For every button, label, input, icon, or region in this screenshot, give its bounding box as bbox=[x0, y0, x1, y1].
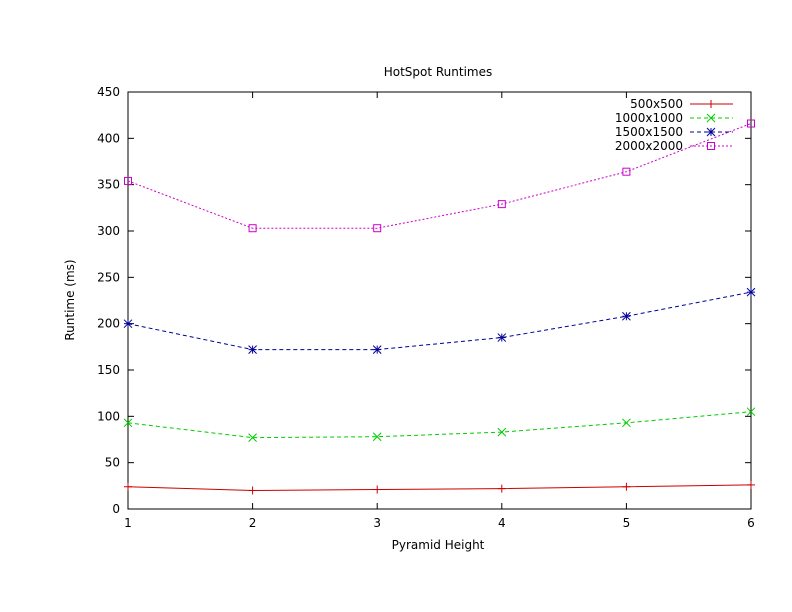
data-point-500x500 bbox=[497, 484, 506, 493]
data-point-1500x1500 bbox=[622, 311, 631, 321]
x-tick-label: 5 bbox=[623, 516, 631, 530]
data-point-500x500 bbox=[373, 485, 382, 494]
x-tick-label: 3 bbox=[373, 516, 381, 530]
series-line-500x500 bbox=[127, 484, 752, 491]
legend-marker-1000x1000 bbox=[706, 113, 716, 123]
legend-label: 500x500 bbox=[630, 97, 683, 111]
data-point-1500x1500 bbox=[123, 319, 133, 329]
y-tick-label: 50 bbox=[105, 456, 120, 470]
data-point-1500x1500 bbox=[372, 345, 382, 354]
data-point-500x500 bbox=[747, 480, 755, 489]
data-point-1000x1000 bbox=[123, 418, 133, 428]
y-tick-label: 150 bbox=[97, 363, 120, 377]
data-point-2000x2000 bbox=[622, 167, 631, 176]
data-point-1500x1500 bbox=[248, 345, 257, 354]
series-line-2000x2000 bbox=[127, 123, 752, 229]
y-axis-label: Runtime (ms) bbox=[63, 259, 77, 340]
y-tick-label: 100 bbox=[97, 409, 120, 423]
y-tick-label: 250 bbox=[97, 270, 120, 284]
legend-marker-500x500 bbox=[707, 100, 715, 108]
legend-marker-1500x1500 bbox=[706, 127, 716, 137]
data-point-1000x1000 bbox=[497, 427, 507, 437]
data-point-1500x1500 bbox=[746, 287, 756, 297]
data-point-2000x2000 bbox=[248, 224, 257, 233]
x-tick-label: 2 bbox=[249, 516, 257, 530]
data-point-1000x1000 bbox=[622, 418, 631, 428]
y-axis: 0 50 100 150 200 250 300 350 400 450 bbox=[97, 85, 751, 516]
series-line-1000x1000 bbox=[127, 411, 752, 439]
data-point-1000x1000 bbox=[372, 432, 382, 442]
legend-label: 1000x1000 bbox=[615, 111, 683, 125]
y-tick-label: 200 bbox=[97, 317, 120, 331]
y-tick-label: 0 bbox=[112, 502, 120, 516]
data-point-2000x2000 bbox=[497, 200, 506, 209]
legend-label: 2000x2000 bbox=[615, 139, 683, 153]
y-tick-label: 400 bbox=[97, 131, 120, 145]
x-tick-label: 6 bbox=[747, 516, 755, 530]
data-point-1000x1000 bbox=[248, 433, 257, 443]
y-tick-label: 450 bbox=[97, 85, 120, 99]
x-tick-label: 4 bbox=[498, 516, 506, 530]
data-point-2000x2000 bbox=[747, 119, 755, 128]
data-point-2000x2000 bbox=[373, 224, 382, 233]
data-point-1000x1000 bbox=[746, 407, 756, 417]
plot-frame bbox=[127, 91, 752, 510]
legend-label: 1500x1500 bbox=[615, 125, 683, 139]
y-tick-label: 300 bbox=[97, 224, 120, 238]
legend-marker-2000x2000 bbox=[707, 142, 715, 150]
x-axis: 1 2 3 4 5 6 bbox=[124, 92, 755, 530]
data-point-500x500 bbox=[248, 486, 257, 495]
data-point-500x500 bbox=[124, 482, 132, 491]
x-tick-label: 1 bbox=[124, 516, 132, 530]
data-point-2000x2000 bbox=[124, 176, 132, 185]
x-axis-label: Pyramid Height bbox=[392, 538, 485, 552]
y-tick-label: 350 bbox=[97, 178, 120, 192]
series-line-1500x1500 bbox=[127, 291, 752, 351]
data-point-1500x1500 bbox=[497, 333, 507, 342]
series-layer bbox=[123, 119, 756, 495]
data-point-500x500 bbox=[622, 482, 631, 491]
chart-title: HotSpot Runtimes bbox=[384, 65, 493, 79]
